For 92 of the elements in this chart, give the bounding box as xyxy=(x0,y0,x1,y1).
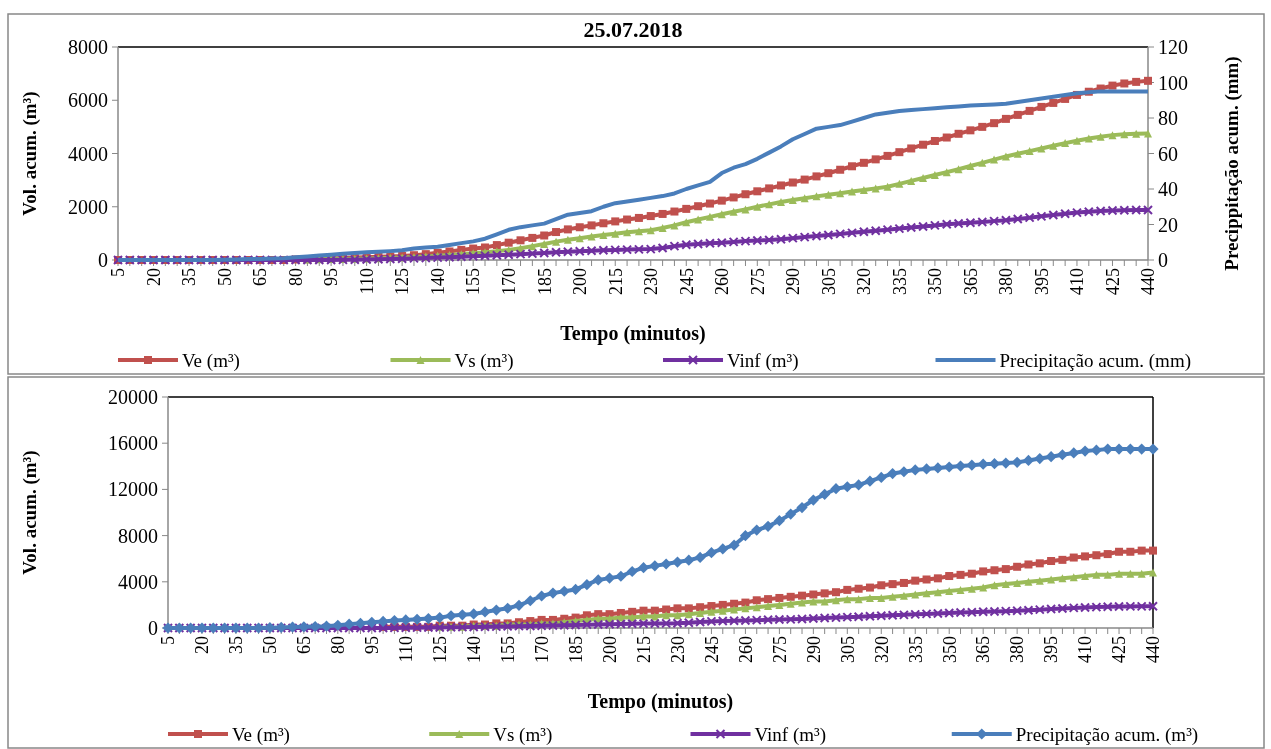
x-tick-label: 170 xyxy=(531,636,552,663)
y-axis-title: Vol. acum. (m³) xyxy=(19,450,41,575)
x-tick-label: 125 xyxy=(392,268,413,295)
x-tick-label: 260 xyxy=(712,268,733,295)
x-tick-label: 140 xyxy=(463,636,484,663)
y-tick-label: 0 xyxy=(98,249,108,271)
x-tick-label: 260 xyxy=(735,636,756,663)
x-tick-label: 35 xyxy=(226,636,247,654)
x-tick-label: 215 xyxy=(605,268,626,295)
x-tick-label: 380 xyxy=(1007,636,1028,663)
x-tick-label: 350 xyxy=(925,268,946,295)
x-tick-label: 35 xyxy=(179,268,200,286)
chart-title: 25.07.2018 xyxy=(583,17,683,42)
x-tick-label: 95 xyxy=(321,268,342,286)
x-axis-title: Tempo (minutos) xyxy=(587,690,734,713)
x-tick-label: 125 xyxy=(430,636,451,663)
legend-label: Precipitação acum. (m³) xyxy=(1015,723,1199,746)
x-tick-label: 80 xyxy=(285,268,306,286)
legend-label: Vinf (m³) xyxy=(754,723,827,746)
y2-tick-label: 80 xyxy=(1158,107,1178,129)
x-tick-label: 215 xyxy=(633,636,654,663)
x-tick-label: 290 xyxy=(803,636,824,663)
y2-tick-label: 100 xyxy=(1158,71,1188,94)
x-tick-label: 425 xyxy=(1109,636,1130,663)
y-tick-label: 6000 xyxy=(68,89,108,112)
x-tick-label: 305 xyxy=(837,636,858,663)
x-tick-label: 200 xyxy=(570,268,591,295)
x-tick-label: 440 xyxy=(1143,636,1164,663)
x-tick-label: 410 xyxy=(1075,636,1096,663)
x-tick-label: 335 xyxy=(889,268,910,295)
x-tick-label: 155 xyxy=(463,268,484,295)
x-tick-label: 245 xyxy=(701,636,722,663)
x-tick-label: 5 xyxy=(158,636,179,645)
y2-tick-label: 40 xyxy=(1158,178,1178,200)
y-tick-label: 8000 xyxy=(68,36,108,58)
y2-tick-label: 20 xyxy=(1158,213,1178,236)
legend-label: Ve (m³) xyxy=(232,723,290,746)
x-tick-label: 275 xyxy=(747,268,768,295)
x-tick-label: 290 xyxy=(783,268,804,295)
x-tick-label: 230 xyxy=(667,636,688,663)
x-tick-label: 440 xyxy=(1138,268,1159,295)
x-tick-label: 365 xyxy=(960,268,981,295)
x-tick-label: 50 xyxy=(260,636,281,654)
legend-label: Precipitação acum. (mm) xyxy=(999,349,1192,372)
y-tick-label: 16000 xyxy=(108,432,158,455)
x-tick-label: 170 xyxy=(498,268,519,295)
x-tick-label: 80 xyxy=(328,636,349,654)
x-tick-label: 320 xyxy=(854,268,875,295)
legend-label: Vs (m³) xyxy=(454,349,514,372)
legend-label: Vs (m³) xyxy=(493,723,553,746)
y-tick-label: 2000 xyxy=(68,195,108,218)
x-tick-label: 65 xyxy=(294,636,315,654)
y2-tick-label: 60 xyxy=(1158,142,1178,165)
x-tick-label: 95 xyxy=(362,636,383,654)
y-tick-label: 4000 xyxy=(68,142,108,165)
x-tick-label: 200 xyxy=(599,636,620,663)
legend-label: Vinf (m³) xyxy=(727,349,799,372)
x-tick-label: 380 xyxy=(996,268,1017,295)
y-tick-label: 8000 xyxy=(118,524,158,547)
x-tick-label: 425 xyxy=(1102,268,1123,295)
y-tick-label: 20000 xyxy=(108,386,158,408)
x-tick-label: 20 xyxy=(143,268,164,286)
x-tick-label: 185 xyxy=(565,636,586,663)
x-tick-label: 320 xyxy=(871,636,892,663)
x-tick-label: 365 xyxy=(973,636,994,663)
x-tick-label: 110 xyxy=(396,636,417,663)
x-tick-label: 305 xyxy=(818,268,839,295)
y-tick-label: 0 xyxy=(148,617,158,639)
x-tick-label: 350 xyxy=(939,636,960,663)
x-tick-label: 20 xyxy=(192,636,213,654)
x-tick-label: 410 xyxy=(1067,268,1088,295)
x-tick-label: 335 xyxy=(905,636,926,663)
x-tick-label: 275 xyxy=(769,636,790,663)
y2-tick-label: 120 xyxy=(1158,36,1188,58)
x-tick-label: 5 xyxy=(108,268,129,277)
x-tick-label: 230 xyxy=(641,268,662,295)
x-tick-label: 140 xyxy=(427,268,448,295)
y-tick-label: 4000 xyxy=(118,570,158,593)
y-tick-label: 12000 xyxy=(108,478,158,501)
legend-label: Ve (m³) xyxy=(182,349,240,372)
y2-axis-title: Precippitação acum. (mm) xyxy=(1221,56,1243,271)
x-tick-label: 245 xyxy=(676,268,697,295)
x-tick-label: 155 xyxy=(497,636,518,663)
x-tick-label: 185 xyxy=(534,268,555,295)
x-tick-label: 65 xyxy=(250,268,271,286)
x-tick-label: 50 xyxy=(214,268,235,286)
x-tick-label: 110 xyxy=(356,268,377,295)
x-tick-label: 395 xyxy=(1041,636,1062,663)
x-axis-title: Tempo (minutos) xyxy=(560,322,706,345)
y-axis-title: Vol. acum. (m³) xyxy=(19,91,41,216)
x-tick-label: 395 xyxy=(1031,268,1052,295)
y2-tick-label: 0 xyxy=(1158,249,1168,271)
